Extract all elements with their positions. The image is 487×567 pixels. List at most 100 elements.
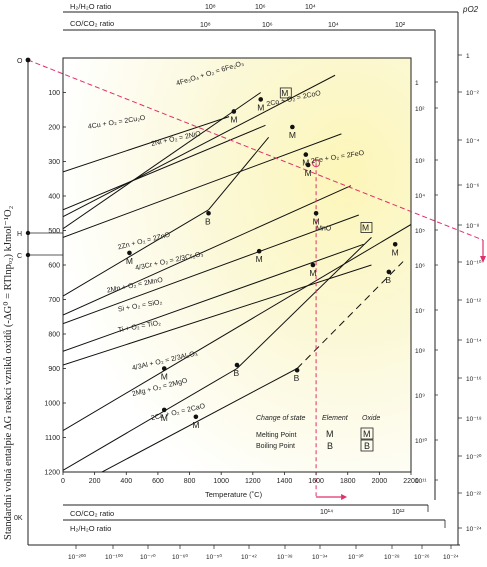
- po2-tick-label: 10⁻¹⁸: [466, 416, 482, 423]
- reaction-line-segment: [208, 137, 270, 211]
- reaction-lines: [63, 74, 411, 472]
- legend-change-title: Change of state: [256, 415, 306, 422]
- x-tick-label: 1800: [340, 478, 356, 485]
- melting-marker: M: [313, 216, 320, 226]
- reaction-line: [63, 116, 230, 173]
- marker-h: H: [17, 231, 22, 238]
- marker-o: O: [17, 58, 23, 65]
- state-point: [234, 362, 240, 368]
- boiling-marker: B: [205, 216, 211, 226]
- state-point: [305, 162, 311, 168]
- x-tick-label: 2000: [372, 478, 388, 485]
- y-tick-label: 600: [48, 263, 60, 270]
- state-point: [303, 152, 309, 157]
- bottom-tick-label: 10⁻⁷⁰: [140, 553, 156, 561]
- legend-melting-element: M: [326, 429, 334, 439]
- po2-tick-label: 10⁻⁴: [466, 138, 480, 145]
- state-point: [161, 407, 167, 413]
- boiling-marker: B: [294, 373, 300, 383]
- po2-tick-label: 10⁻²²: [466, 491, 482, 498]
- state-point: [206, 210, 211, 216]
- po2-tick-label: 10⁻¹⁰: [466, 259, 482, 267]
- state-point: [193, 414, 199, 420]
- reaction-line: [63, 243, 364, 352]
- reaction-line: [63, 185, 352, 316]
- state-point: [310, 262, 316, 268]
- state-point: [258, 97, 264, 102]
- state-point: [294, 367, 300, 373]
- intersection-circle: [312, 159, 321, 168]
- x-tick-label: 2200: [403, 478, 419, 485]
- reaction-line-segment: [236, 237, 372, 369]
- state-point: [231, 109, 237, 114]
- reaction-label: MnO: [316, 226, 332, 233]
- co-top-tick: 10⁴: [328, 22, 339, 29]
- inner-tick-label: 10⁷: [415, 308, 425, 315]
- inner-tick-label: 10¹⁰: [415, 437, 427, 445]
- melting-marker: M: [161, 413, 168, 423]
- inner-tick-label: 10³: [415, 158, 425, 165]
- reaction-line: [63, 223, 411, 432]
- inner-tick-label: 10⁵: [415, 228, 425, 235]
- arrowhead-right: [480, 256, 486, 263]
- x-tick-label: 200: [89, 478, 101, 485]
- y-tick-label: 300: [48, 159, 60, 166]
- state-point: [161, 366, 167, 371]
- melting-marker: M: [309, 268, 316, 278]
- po2-guide: [27, 59, 484, 241]
- po2-tick-label: 10⁻¹⁴: [466, 338, 482, 345]
- po2-tick-label: 10⁻¹²: [466, 298, 482, 305]
- bottom-tick-label: 10⁻²⁴: [443, 554, 459, 561]
- bottom-tick-label: 10⁻³⁰: [348, 553, 364, 561]
- po2-tick-label: 10⁻²⁴: [466, 526, 482, 533]
- po2-tick-label: 10⁻²⁰: [466, 453, 482, 461]
- melting-marker: M: [230, 114, 237, 124]
- h2-ratio-bottom-label: H₂/H₂O ratio: [70, 524, 111, 533]
- x-tick-label: 1200: [245, 478, 261, 485]
- reaction-line-segment: [296, 261, 404, 369]
- legend-boiling-oxide-box: [360, 439, 374, 452]
- boiling-marker: B: [385, 275, 391, 285]
- axes: 0 200 400 600 800 1000 1200 1400 1600 1800 2000 220…: [44, 90, 418, 485]
- co-bottom-tick: 10¹²: [392, 509, 405, 516]
- y-axis-title: Standardní volná entalpie ΔG reakcí vzni…: [2, 205, 14, 540]
- x-tick-label: 400: [120, 478, 132, 485]
- po2-tick-label: 10⁻⁶: [466, 183, 480, 190]
- x-tick-label: 1000: [213, 478, 229, 485]
- y-tick-label: 500: [48, 228, 60, 235]
- y-tick-label: 900: [48, 366, 60, 373]
- inner-tick-label: 1: [415, 80, 419, 87]
- y-tick-label: 700: [48, 297, 60, 304]
- melting-marker: M: [256, 254, 263, 264]
- inner-tick-label: 10²: [415, 106, 425, 113]
- y-tick-label: 1000: [44, 401, 60, 408]
- h2-top-tick: 10⁴: [305, 4, 316, 11]
- legend-melting-oxide: M: [363, 429, 371, 439]
- x-tick-label: 600: [152, 478, 164, 485]
- y-tick-label: 100: [48, 90, 60, 97]
- outer-scales: 10⁸ 10⁶ 10⁴ 10⁸ 10⁶ 10⁴ 10² 1 10² 10³ 10⁴ 10⁵ 10⁶ 10⁷…: [68, 4, 482, 561]
- co-top-tick: 10⁶: [262, 22, 273, 29]
- inner-tick-label: 10⁹: [415, 393, 425, 400]
- po2-tick-label: 1: [466, 53, 470, 60]
- legend-melting-oxide-box: [360, 427, 374, 440]
- oxide-melting-marker: M: [362, 223, 369, 233]
- y-tick-label: 200: [48, 125, 60, 132]
- state-point: [313, 210, 319, 216]
- marker-0k: 0K: [14, 515, 23, 522]
- state-point: [290, 124, 295, 130]
- melting-marker: M: [392, 247, 399, 257]
- legend-boiling-oxide: B: [364, 441, 370, 451]
- melting-marker: M: [302, 158, 309, 168]
- inner-tick-label: 10⁴: [415, 193, 425, 200]
- oxide-marker-box: [279, 87, 292, 99]
- legend-element-title: Element: [322, 415, 349, 422]
- co-bottom-tick: 10¹⁴: [320, 509, 333, 516]
- guide-lines: [27, 59, 486, 500]
- melting-marker: M: [161, 372, 168, 382]
- state-point: [256, 248, 262, 254]
- boiling-marker: B: [234, 368, 240, 378]
- y-tick-label: 1100: [45, 435, 60, 442]
- origin-point-c: [25, 252, 31, 258]
- x-axis-title: Temperature (˚C): [205, 490, 263, 499]
